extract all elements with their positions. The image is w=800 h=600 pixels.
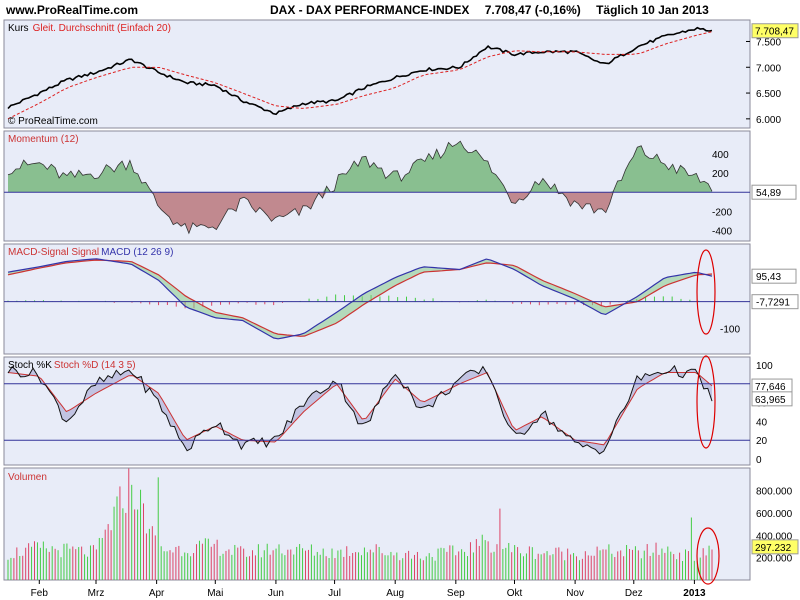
x-axis-label: Jul [328,588,341,599]
momentum-y-tick: 400 [712,150,729,161]
macd-line [7,258,713,340]
volume-last-value: 297.232 [755,543,792,554]
price-last-value-box [751,23,799,39]
momentum-y-tick: -400 [712,226,732,237]
volume-y-tick: 600.000 [756,509,793,520]
x-axis-label: Mai [207,588,223,599]
macd-last-value-a-box [751,268,797,284]
stoch-last-value-a: 77,646 [755,382,786,393]
momentum-last-value-box [751,184,797,200]
momentum-negative-area [8,192,712,234]
price-legend: Kurs Gleit. Durchschnitt (Einfach 20) [8,23,171,34]
momentum-plot [7,140,713,235]
stoch-legend: Stoch %K Stoch %D (14 3 5) [8,360,136,371]
stoch-last-value-b-box [751,391,793,407]
price-y-tick: 7.000 [756,63,781,74]
momentum-legend: Momentum (12) [8,134,79,145]
watermark: © ProRealTime.com [8,116,98,127]
chart-title: DAX - DAX PERFORMANCE-INDEX 7.708,47 (-0… [270,3,709,17]
macd-legend-signal: MACD-Signal Signal [8,247,99,258]
macd-signal-band [8,258,712,339]
price-line [7,26,713,116]
price-legend-kurs: Kurs [8,23,29,34]
price-plot [7,26,713,120]
last-quote: 7.708,47 (-0,16%) [484,3,581,17]
site-name: www.ProRealTime.com [6,3,139,17]
sma-line [7,31,713,120]
stoch-highlight-circle [696,355,716,449]
macd-last-value-a: 95,43 [756,272,781,283]
stoch-y-tick: 20 [756,436,768,447]
x-axis-label: 2013 [683,588,706,599]
stoch-legend-d: Stoch %D (14 3 5) [54,360,136,371]
macd-highlight-circle [696,249,716,335]
stoch-legend-k: Stoch %K [8,360,52,371]
stoch-y-tick: 100 [756,361,773,372]
x-axis-label: Dez [625,588,643,599]
volume-last-value-box [751,539,799,555]
price-y-tick: 6.500 [756,89,781,100]
x-axis-label: Feb [31,588,49,599]
macd-legend-macd: MACD (12 26 9) [101,247,173,258]
stoch-plot [7,364,713,455]
momentum-y-tick: -200 [712,207,732,218]
momentum-y-tick: 200 [712,169,729,180]
signal-line [7,259,713,337]
period-label: Täglich [596,3,639,17]
price-y-tick: 6.000 [756,115,781,126]
date-label: 10 Jan 2013 [641,3,709,17]
price-last-value: 7.708,47 [755,27,794,38]
x-axis-label: Sep [447,588,465,599]
volume-y-tick: 200.000 [756,554,793,565]
volume-y-tick: 800.000 [756,487,793,498]
stoch-y-tick: 0 [756,455,762,466]
price-y-tick: 7.500 [756,37,781,48]
instrument-name: DAX - DAX PERFORMANCE-INDEX [270,3,470,17]
macd-last-value-b: -7,7291 [756,298,790,309]
macd-last-value-b-box [751,294,799,310]
volume-y-tick: 400.000 [756,531,793,542]
macd-y-tick: -100 [720,325,740,336]
stoch-y-tick: 40 [756,417,768,428]
panel-price-frame [3,19,751,129]
x-axis-label: Okt [507,588,523,599]
x-axis-label: Jun [268,588,284,599]
x-axis-label: Aug [386,588,404,599]
momentum-positive-area [8,141,712,193]
volume-plot [7,468,713,580]
volume-highlight-circle [696,527,720,585]
macd-legend: MACD-Signal Signal MACD (12 26 9) [8,247,173,258]
x-axis-label: Mrz [88,588,105,599]
stoch-d-line [7,371,713,446]
macd-plot [7,258,713,340]
momentum-line [7,140,713,235]
x-axis-label: Nov [566,588,584,599]
stoch-k-line [7,364,713,455]
momentum-last-value: 54,89 [756,188,781,199]
price-legend-sma: Gleit. Durchschnitt (Einfach 20) [33,23,171,34]
chart-header: www.ProRealTime.com DAX - DAX PERFORMANC… [0,0,800,20]
stoch-last-value-b: 63,965 [755,395,786,406]
volume-legend: Volumen [8,472,47,483]
x-axis-label: Apr [149,588,165,599]
